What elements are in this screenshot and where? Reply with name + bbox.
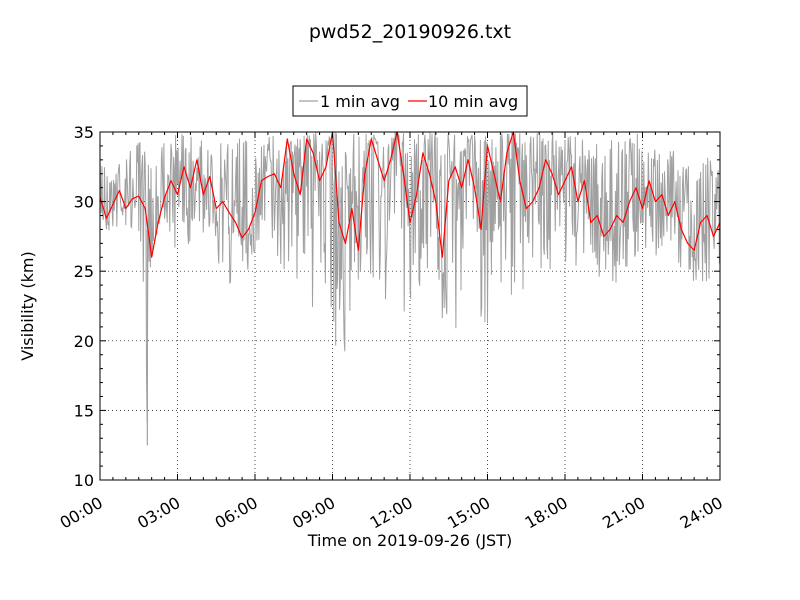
y-tick-label: 25: [74, 262, 94, 281]
x-axis-label: Time on 2019-09-26 (JST): [307, 531, 512, 550]
y-tick-label: 20: [74, 332, 94, 351]
legend: 1 min avg 10 min avg: [292, 85, 528, 117]
series-10min-line: [99, 131, 721, 258]
chart-title: pwd52_20190926.txt: [309, 21, 511, 43]
x-tick-label: 12:00: [367, 493, 416, 533]
x-axis: 00:00 03:00 06:00 09:00 12:00 15:00 18:00 21:00…: [57, 493, 726, 533]
x-tick-label: 06:00: [212, 493, 261, 533]
y-axis-label: Visibility (km): [18, 251, 37, 360]
x-tick-label: 09:00: [289, 493, 338, 533]
series-1min: [99, 131, 721, 446]
legend-label-10min: 10 min avg: [428, 92, 518, 111]
x-tick-label: 03:00: [134, 493, 183, 533]
x-tick-label: 24:00: [677, 493, 726, 533]
y-tick-label: 30: [74, 193, 94, 212]
y-tick-label: 35: [74, 123, 94, 142]
x-tick-label: 00:00: [57, 493, 106, 533]
plot-frame: [99, 131, 721, 481]
x-tick-label: 21:00: [599, 493, 648, 533]
y-tick-label: 15: [74, 401, 94, 420]
y-axis: 10 15 20 25 30 35: [74, 123, 94, 490]
series-10min: [99, 131, 721, 258]
series-1min-line: [99, 131, 721, 423]
x-tick-label: 18:00: [522, 493, 571, 533]
x-tick-label: 15:00: [444, 493, 493, 533]
legend-label-1min: 1 min avg: [320, 92, 400, 111]
y-tick-label: 10: [74, 471, 94, 490]
